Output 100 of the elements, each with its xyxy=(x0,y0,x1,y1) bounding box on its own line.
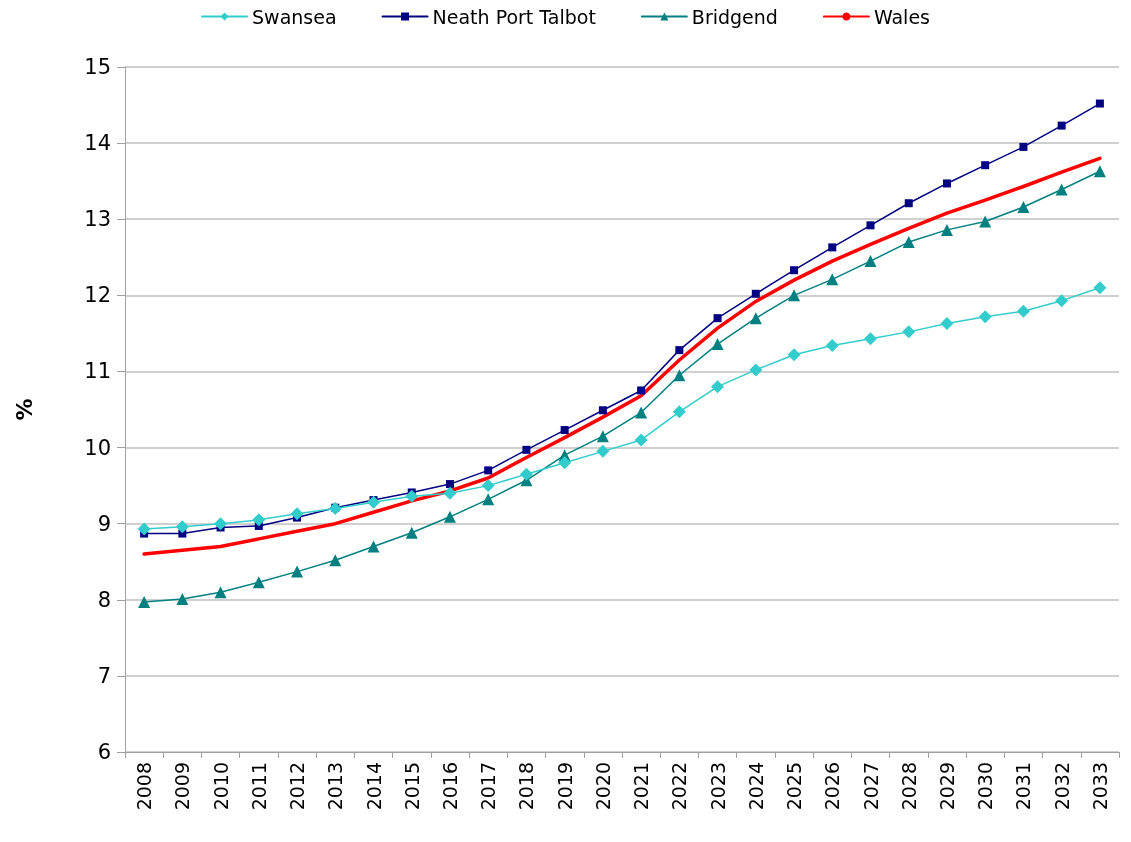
point xyxy=(176,593,189,606)
point xyxy=(137,522,151,536)
point xyxy=(329,554,342,567)
point xyxy=(1093,165,1106,178)
x-tick-label: 2023 xyxy=(706,762,729,811)
x-tick-label: 2016 xyxy=(438,762,461,811)
point xyxy=(367,495,380,509)
legend-label: Neath Port Talbot xyxy=(432,5,596,28)
y-axis-title: % xyxy=(11,398,37,421)
point xyxy=(252,576,265,589)
point xyxy=(790,266,799,275)
point xyxy=(713,314,722,323)
y-tick-label: 13 xyxy=(84,207,111,232)
y-tick-label: 10 xyxy=(84,435,111,460)
x-tick-label: 2019 xyxy=(553,762,576,811)
y-tick-label: 15 xyxy=(84,55,111,79)
point xyxy=(942,179,951,188)
point xyxy=(484,466,493,475)
legend-label: Swansea xyxy=(252,5,337,28)
point xyxy=(175,520,189,534)
y-tick-label: 8 xyxy=(97,587,111,612)
point xyxy=(675,346,684,355)
x-tick-label: 2011 xyxy=(247,762,270,811)
point xyxy=(367,540,380,553)
point xyxy=(214,586,227,599)
point xyxy=(1055,294,1069,308)
point xyxy=(902,325,916,339)
point xyxy=(1055,183,1068,196)
legend-label: Bridgend xyxy=(691,5,778,28)
x-tick-label: 2018 xyxy=(515,762,538,811)
point xyxy=(940,316,954,330)
point xyxy=(598,406,607,415)
point xyxy=(445,480,454,489)
point xyxy=(711,338,724,351)
x-tick-label: 2010 xyxy=(209,762,232,811)
x-tick-label: 2029 xyxy=(935,762,958,811)
x-tick-label: 2025 xyxy=(783,762,806,811)
x-tick-label: 2020 xyxy=(591,762,614,811)
point xyxy=(1093,281,1107,295)
point xyxy=(481,479,495,493)
point xyxy=(558,456,572,470)
x-tick-label: 2031 xyxy=(1012,762,1035,811)
point xyxy=(522,445,531,454)
point xyxy=(138,596,151,609)
point xyxy=(637,386,646,395)
point xyxy=(1095,99,1104,108)
point xyxy=(291,565,304,578)
point xyxy=(711,380,725,394)
point xyxy=(749,312,762,325)
point xyxy=(828,243,837,252)
y-tick-label: 11 xyxy=(84,359,111,384)
point xyxy=(214,517,228,531)
x-tick-label: 2017 xyxy=(477,762,500,811)
x-tick-label: 2015 xyxy=(400,762,423,811)
point xyxy=(902,236,915,249)
point xyxy=(672,405,686,419)
x-tick-label: 2027 xyxy=(859,762,882,811)
x-tick-label: 2008 xyxy=(133,762,156,811)
point xyxy=(560,426,569,435)
point xyxy=(979,215,992,228)
legend-label: Wales xyxy=(873,5,930,28)
point xyxy=(290,507,304,521)
point xyxy=(519,467,533,481)
point xyxy=(751,289,760,298)
x-tick-label: 2009 xyxy=(171,762,194,811)
y-tick-label: 6 xyxy=(97,740,111,764)
y-tick-label: 7 xyxy=(97,663,111,688)
x-tick-label: 2024 xyxy=(744,762,767,811)
x-tick-label: 2012 xyxy=(286,762,309,811)
y-tick-label: 9 xyxy=(97,511,111,536)
y-tick-label: 14 xyxy=(84,131,111,156)
x-tick-label: 2030 xyxy=(974,762,997,811)
point xyxy=(864,255,877,268)
point xyxy=(866,221,875,230)
x-tick-label: 2032 xyxy=(1050,762,1073,811)
point xyxy=(788,289,801,302)
x-tick-label: 2028 xyxy=(897,762,920,811)
point xyxy=(405,489,419,503)
x-tick-label: 2013 xyxy=(324,762,347,811)
point xyxy=(826,273,839,286)
point xyxy=(904,199,913,208)
point xyxy=(443,486,457,500)
point xyxy=(940,223,953,236)
point xyxy=(482,493,495,506)
x-tick-label: 2021 xyxy=(630,762,653,811)
point xyxy=(825,339,839,353)
point xyxy=(596,430,609,443)
x-tick-label: 2014 xyxy=(362,762,385,811)
point xyxy=(749,363,763,377)
point xyxy=(864,332,877,346)
x-tick-label: 2033 xyxy=(1088,762,1111,811)
point xyxy=(635,406,648,419)
point xyxy=(405,526,418,539)
x-tick-label: 2022 xyxy=(668,762,691,811)
point xyxy=(1017,201,1030,214)
point xyxy=(1057,121,1066,130)
x-tick-label: 2026 xyxy=(821,762,844,811)
point xyxy=(978,310,992,324)
point xyxy=(443,510,456,523)
point xyxy=(596,444,610,458)
